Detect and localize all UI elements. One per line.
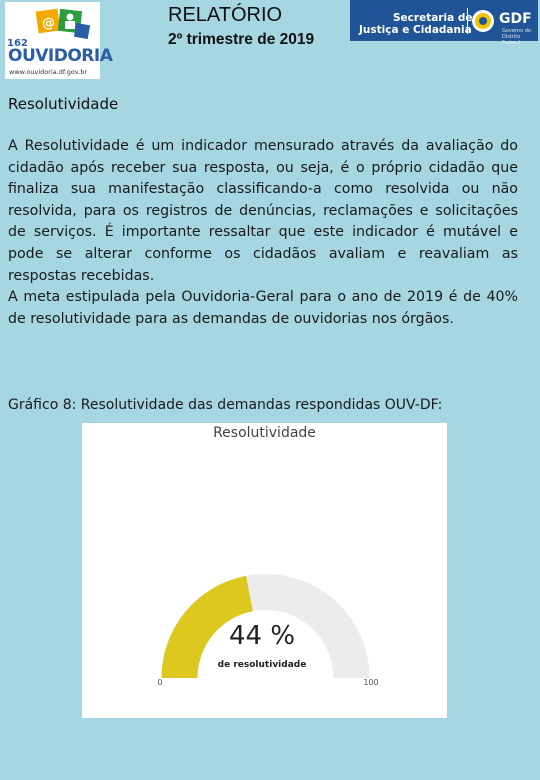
gauge-min-label: 0 [157,678,162,687]
gdf-brand: GDF [499,11,532,27]
logo-number: 162 [7,38,28,49]
banner-divider [467,8,468,34]
chart-caption: Gráfico 8: Resolutividade das demandas r… [8,397,443,413]
gauge-fill [161,575,253,678]
government-banner: Secretaria de Justiça e Cidadania GDF Go… [350,0,538,46]
ouvidoria-logo-icon: @ [35,8,91,40]
page-subtitle: 2º trimestre de 2019 [168,31,315,48]
secretariat-line2: Justiça e Cidadania [359,24,472,36]
logo-wordmark: OUVIDORIA [8,46,113,66]
section-heading: Resolutividade [8,95,119,113]
gauge-sublabel: de resolutividade [218,660,307,670]
paragraph: A Resolutividade é um indicador mensurad… [8,138,518,284]
paragraph: A meta estipulada pela Ouvidoria-Geral p… [8,289,518,327]
logo-url: www.ouvidoria.df.gov.br [9,68,88,76]
body-text: A Resolutividade é um indicador mensurad… [8,136,518,330]
gauge-svg: 44 % de resolutividade 0 100 [157,574,379,687]
sun-emblem-icon [472,10,494,32]
svg-text:@: @ [42,16,55,31]
gauge-value-label: 44 % [229,621,295,651]
gdf-tagline: Governo do Distrito Federal [502,28,531,46]
gauge-chart: Resolutividade 44 % de resolutividade 0 … [82,423,447,718]
chart-title: Resolutividade [213,425,316,441]
ouvidoria-logo: @ 162 OUVIDORIA www.ouvidoria.df.gov.br [5,2,113,79]
gauge-max-label: 100 [363,678,378,687]
page-title: RELATÓRIO [168,4,283,26]
secretariat-line1: Secretaria de [393,12,473,24]
